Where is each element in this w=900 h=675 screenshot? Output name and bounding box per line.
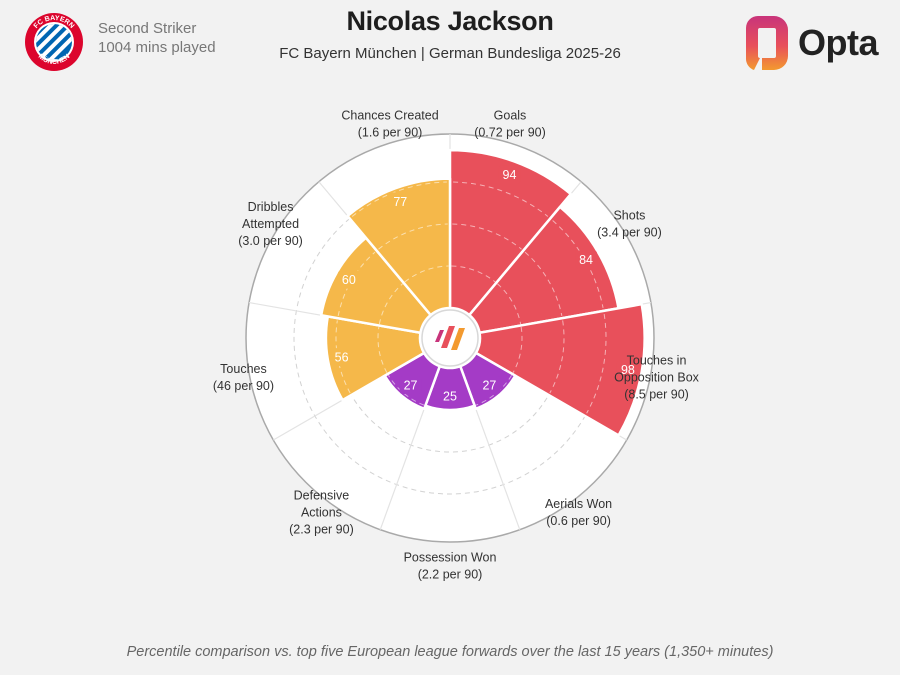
- axis-label-line: Goals: [494, 108, 527, 122]
- radar-bar-gridline: [351, 181, 447, 217]
- axis-label: Possession Won (2.2 per 90): [404, 551, 497, 582]
- axis-label: Chances Created (1.6 per 90): [341, 108, 438, 139]
- value-badge: [330, 348, 353, 367]
- radar-bar-gridline: [497, 283, 522, 325]
- radar-bar-gridline: [377, 326, 388, 373]
- axis-label-line: Dribbles: [248, 200, 294, 214]
- radar-bar-gridline: [387, 374, 425, 406]
- axis-label-line: (46 per 90): [213, 379, 274, 393]
- value-label: 84: [579, 253, 593, 267]
- radar-bar-gridline: [549, 320, 565, 394]
- axis-label: Touches in Opposition Box (8.5 per 90): [614, 354, 700, 402]
- axis-label-line: Opposition Box: [614, 371, 700, 385]
- radar-bar-dribbles-attempted: [319, 236, 432, 335]
- radar-bar-gridline: [552, 220, 604, 308]
- radar-bar-gridline: [378, 223, 448, 250]
- opta-wordmark: Opta: [797, 22, 879, 63]
- value-badge: [498, 165, 521, 184]
- axis-label-line: Aerials Won: [545, 497, 612, 511]
- value-label: 60: [342, 273, 356, 287]
- page-title: Nicolas Jackson: [346, 6, 554, 36]
- radar-bar-gridline: [475, 374, 513, 406]
- radar-bar-goals: [448, 148, 573, 317]
- radar-bar-gridline: [452, 223, 522, 250]
- axis-label-line: Touches: [220, 362, 267, 376]
- axis-label-line: Attempted: [242, 217, 299, 231]
- axis-label-line: (0.6 per 90): [546, 514, 611, 528]
- page-subtitle: FC Bayern München | German Bundesliga 20…: [279, 45, 621, 62]
- value-badge: [337, 270, 360, 289]
- radar-bar-gridline: [404, 265, 449, 283]
- axis-label-line: (2.3 per 90): [289, 523, 354, 537]
- axis-label-line: Chances Created: [341, 108, 438, 122]
- axis-label: Shots (3.4 per 90): [597, 209, 662, 240]
- radar-bar-chances-created: [346, 177, 452, 317]
- axis-label: Touches (46 per 90): [213, 362, 274, 393]
- axis-label-line: Possession Won: [404, 551, 497, 565]
- axis-label-line: (2.2 per 90): [418, 568, 483, 582]
- axis-label-line: Actions: [301, 506, 342, 520]
- radar-bar-gridline: [512, 326, 523, 373]
- axis-label: Aerials Won (0.6 per 90): [545, 497, 612, 528]
- value-badge: [399, 376, 422, 395]
- value-label: 27: [482, 379, 496, 393]
- value-label: 27: [404, 379, 418, 393]
- value-badge: [616, 360, 639, 379]
- axis-label: Dribbles Attempted (3.0 per 90): [238, 200, 303, 248]
- chart-footnote: Percentile comparison vs. top five Europ…: [126, 644, 774, 660]
- player-header: FC BAYERN MÜNCHEN Second Striker 1004 mi…: [24, 12, 216, 72]
- opta-mark-icon: [745, 16, 788, 70]
- radar-bar-gridline: [451, 265, 496, 283]
- value-label: 94: [503, 168, 517, 182]
- axis-label-line: Defensive: [294, 489, 350, 503]
- axis-label-line: (0.72 per 90): [474, 125, 546, 139]
- player-position: Second Striker: [98, 20, 197, 37]
- axis-label-line: Touches in: [627, 354, 687, 368]
- radar-bar-shots: [468, 205, 620, 335]
- value-label: 98: [621, 363, 635, 377]
- axis-label: Goals (0.72 per 90): [474, 108, 546, 139]
- value-label: 77: [393, 195, 407, 209]
- axis-label-line: (1.6 per 90): [358, 125, 423, 139]
- club-badge-icon: FC BAYERN MÜNCHEN: [25, 13, 83, 71]
- axis-label-line: (8.5 per 90): [624, 388, 689, 402]
- value-badge: [439, 387, 461, 405]
- axis-label-line: (3.0 per 90): [238, 234, 303, 248]
- radar-bar-gridline: [524, 251, 563, 317]
- value-badge: [478, 376, 501, 395]
- radar-bar-gridline: [586, 313, 607, 414]
- value-badge: [575, 250, 598, 269]
- radar-bar-gridline: [453, 181, 549, 217]
- radar-bar-touches: [324, 315, 426, 402]
- value-badge: [389, 192, 412, 211]
- radar-bar-touches-in-opposition-box: [474, 302, 646, 437]
- axis-label-line: (3.4 per 90): [597, 226, 662, 240]
- opta-logo: Opta: [744, 12, 879, 74]
- minutes-played: 1004 mins played: [98, 39, 216, 56]
- value-label: 25: [443, 390, 457, 404]
- radar-bar-gridline: [378, 283, 403, 325]
- axis-label: Defensive Actions (2.3 per 90): [289, 489, 354, 537]
- value-label: 56: [335, 351, 349, 365]
- axis-label-line: Shots: [613, 209, 645, 223]
- center-logo-icon: [421, 309, 479, 367]
